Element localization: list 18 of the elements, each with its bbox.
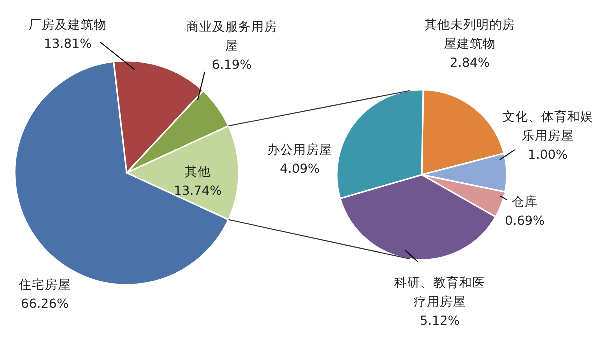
slice-label: 住宅房屋 bbox=[18, 277, 71, 292]
data-label: 0.69% bbox=[505, 213, 545, 228]
data-label: 1.00% bbox=[528, 147, 568, 162]
slice-label: 办公用房屋 bbox=[268, 142, 332, 157]
data-label: 66.26% bbox=[21, 296, 69, 311]
slice-label: 其他 bbox=[185, 164, 211, 179]
data-label: 4.09% bbox=[280, 161, 320, 176]
data-label: 13.74% bbox=[174, 183, 222, 198]
data-label: 2.84% bbox=[450, 55, 490, 70]
slice-label: 其他未列明的房屋建筑物 bbox=[424, 17, 516, 51]
slice-label: 文化、体育和娱乐用房屋 bbox=[502, 109, 594, 143]
data-label: 13.81% bbox=[44, 36, 92, 51]
slice-label: 科研、教育和医疗用房屋 bbox=[394, 275, 486, 309]
slice-label: 商业及服务用房屋 bbox=[186, 19, 278, 53]
slice-label: 仓库 bbox=[512, 194, 538, 209]
slice-label: 厂房及建筑物 bbox=[29, 17, 107, 32]
data-label: 5.12% bbox=[420, 313, 460, 328]
data-label: 6.19% bbox=[212, 57, 252, 72]
